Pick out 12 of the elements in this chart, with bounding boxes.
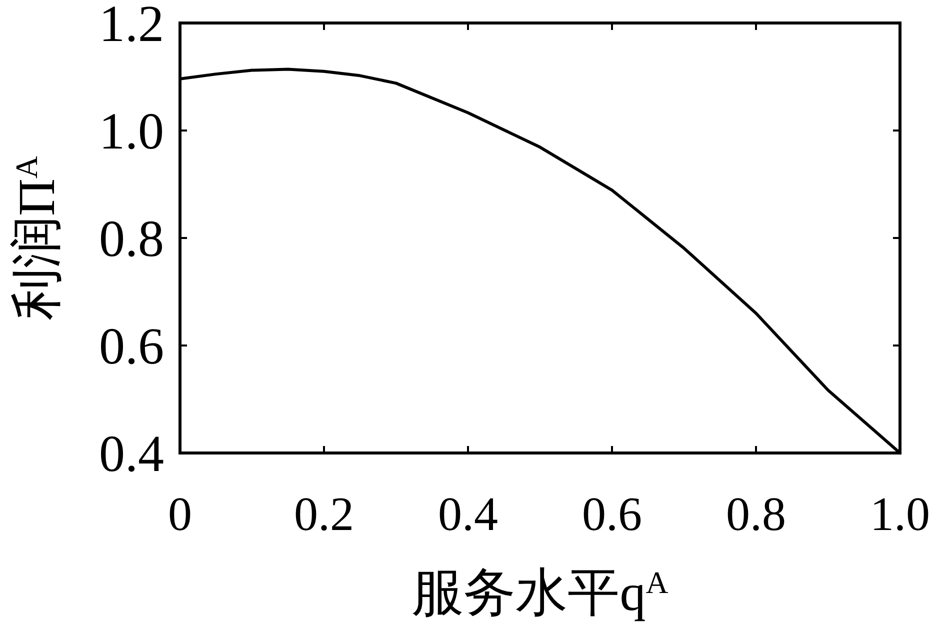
y-tick-label: 0.6 [99, 318, 164, 376]
x-tick-label: 1.0 [870, 488, 930, 541]
y-tick-label: 0.4 [99, 426, 164, 483]
x-axis-title: 服务水平q$^{A}$ [412, 564, 669, 622]
x-tick-label: 0.2 [294, 488, 354, 541]
x-tick-label: 0.8 [726, 488, 786, 541]
x-tick-label: 0 [168, 488, 192, 541]
y-tick-label: 1.0 [99, 104, 164, 160]
y-tick-label: 0.8 [99, 211, 164, 268]
y-tick-label: 1.2 [99, 0, 164, 53]
x-tick-label: 0.4 [438, 488, 498, 541]
x-tick-label: 0.6 [582, 488, 642, 541]
